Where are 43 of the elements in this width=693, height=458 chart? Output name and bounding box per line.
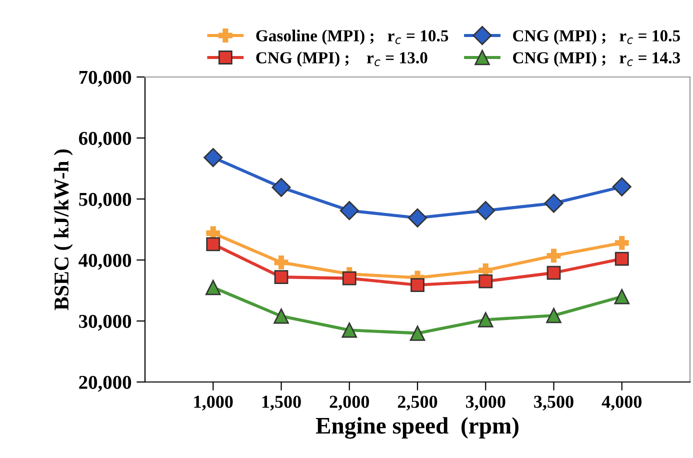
point bbox=[478, 312, 494, 328]
point bbox=[546, 248, 561, 263]
x-tick-label: 1,500 bbox=[262, 396, 301, 411]
point bbox=[612, 177, 632, 196]
point bbox=[206, 237, 220, 252]
y-tick-label: 50,000 bbox=[79, 192, 132, 209]
point bbox=[478, 274, 493, 288]
point bbox=[340, 201, 359, 220]
legend-label: CNG (MPI) ; r$_{c}$ = 10.5 bbox=[513, 30, 680, 45]
point bbox=[274, 308, 289, 324]
point bbox=[410, 326, 426, 341]
point bbox=[205, 280, 221, 296]
x-tick-label: 3,500 bbox=[534, 396, 574, 411]
x-tick-label: 1,000 bbox=[194, 396, 233, 411]
point bbox=[274, 270, 288, 284]
point bbox=[274, 255, 288, 270]
x-tick-label: 3,000 bbox=[466, 396, 506, 411]
point bbox=[544, 194, 564, 213]
legend-label: Gasoline (MPI) ; r$_{c}$ = 10.5 bbox=[256, 30, 448, 45]
point bbox=[408, 208, 428, 228]
point bbox=[476, 201, 496, 220]
x-tick-label: 2,000 bbox=[330, 396, 369, 411]
legend-label: CNG (MPI) ; r$_{c}$ = 13.0 bbox=[256, 52, 428, 67]
point bbox=[410, 278, 424, 292]
x-axis-title: Engine speed (rpm) bbox=[316, 417, 518, 439]
x-tick-label: 4,000 bbox=[602, 396, 642, 411]
point bbox=[614, 236, 629, 250]
point bbox=[546, 266, 561, 280]
y-tick-label: 40,000 bbox=[78, 254, 132, 270]
y-tick-label: 70,000 bbox=[79, 70, 132, 87]
x-tick-label: 2,500 bbox=[398, 396, 438, 411]
y-tick-label: 30,000 bbox=[79, 314, 132, 331]
y-tick-label: 60,000 bbox=[79, 132, 132, 148]
point bbox=[342, 271, 356, 286]
y-axis-title: BSEC ( kJ/kW-h ) bbox=[54, 149, 73, 310]
point bbox=[342, 322, 358, 338]
legend-label: CNG (MPI) ; r$_{c}$ = 14.3 bbox=[513, 52, 680, 67]
point bbox=[546, 308, 562, 324]
point bbox=[614, 288, 630, 304]
point bbox=[272, 178, 291, 197]
y-tick-label: 20,000 bbox=[79, 376, 132, 392]
point bbox=[614, 252, 629, 266]
point bbox=[204, 148, 223, 168]
